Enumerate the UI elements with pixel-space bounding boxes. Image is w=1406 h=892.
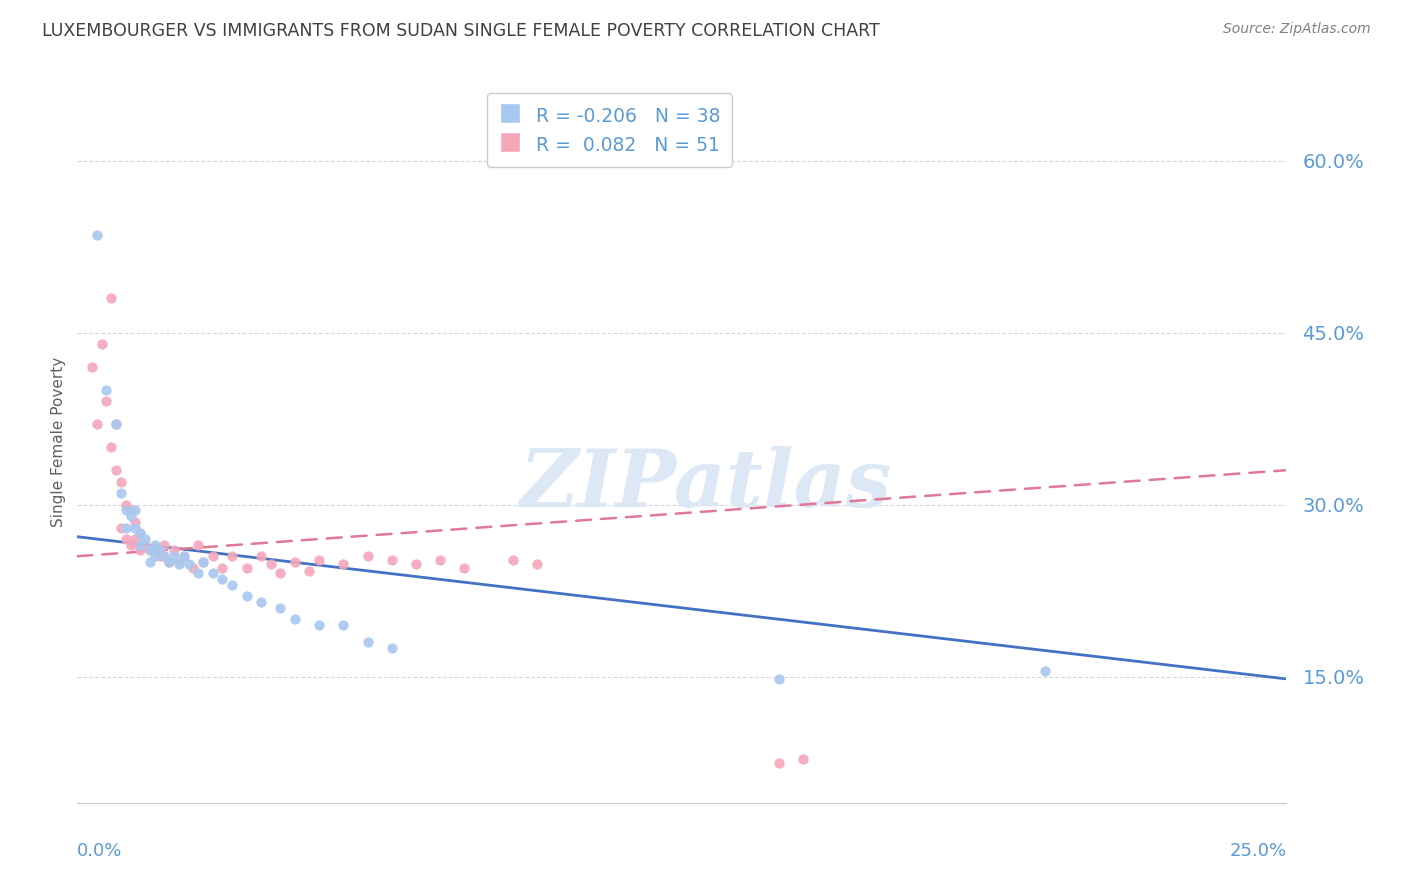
Point bbox=[298, 564, 321, 578]
Point bbox=[110, 520, 132, 534]
Point bbox=[139, 543, 162, 558]
Point bbox=[124, 503, 146, 517]
Point bbox=[114, 498, 136, 512]
Point bbox=[80, 359, 103, 374]
Text: 25.0%: 25.0% bbox=[1229, 842, 1286, 860]
Point bbox=[768, 756, 790, 770]
Point bbox=[356, 549, 378, 564]
Point bbox=[157, 555, 180, 569]
Point bbox=[173, 549, 195, 564]
Point bbox=[201, 549, 224, 564]
Point bbox=[134, 532, 156, 546]
Text: Source: ZipAtlas.com: Source: ZipAtlas.com bbox=[1223, 22, 1371, 37]
Point bbox=[187, 538, 209, 552]
Point bbox=[86, 228, 108, 243]
Point bbox=[768, 672, 790, 686]
Point bbox=[284, 555, 307, 569]
Point bbox=[201, 566, 224, 581]
Point bbox=[139, 543, 162, 558]
Text: 0.0%: 0.0% bbox=[77, 842, 122, 860]
Point bbox=[429, 552, 451, 566]
Point bbox=[96, 383, 118, 397]
Point bbox=[332, 618, 354, 632]
Point bbox=[120, 503, 142, 517]
Point bbox=[211, 572, 233, 586]
Point bbox=[124, 532, 146, 546]
Point bbox=[120, 509, 142, 524]
Point bbox=[187, 566, 209, 581]
Point bbox=[167, 558, 190, 572]
Point bbox=[124, 520, 146, 534]
Point bbox=[129, 543, 152, 558]
Point bbox=[191, 555, 214, 569]
Point bbox=[129, 538, 152, 552]
Point bbox=[96, 394, 118, 409]
Point bbox=[381, 640, 404, 655]
Point bbox=[100, 291, 122, 305]
Point bbox=[221, 549, 243, 564]
Point bbox=[148, 549, 170, 564]
Point bbox=[191, 555, 214, 569]
Point bbox=[177, 558, 200, 572]
Point bbox=[332, 558, 354, 572]
Y-axis label: Single Female Poverty: Single Female Poverty bbox=[51, 357, 66, 526]
Point bbox=[235, 560, 257, 574]
Point bbox=[405, 558, 427, 572]
Point bbox=[269, 600, 291, 615]
Point bbox=[143, 538, 166, 552]
Point bbox=[114, 520, 136, 534]
Point bbox=[120, 538, 142, 552]
Point bbox=[526, 558, 548, 572]
Point bbox=[143, 543, 166, 558]
Point bbox=[153, 538, 176, 552]
Point bbox=[1033, 664, 1056, 678]
Point bbox=[235, 590, 257, 604]
Text: ZIPatlas: ZIPatlas bbox=[520, 446, 893, 524]
Point bbox=[114, 503, 136, 517]
Point bbox=[502, 552, 524, 566]
Point bbox=[284, 612, 307, 626]
Point bbox=[86, 417, 108, 432]
Point bbox=[129, 526, 152, 541]
Point bbox=[143, 549, 166, 564]
Point bbox=[356, 635, 378, 649]
Point bbox=[100, 440, 122, 454]
Point bbox=[250, 595, 273, 609]
Point bbox=[129, 526, 152, 541]
Point bbox=[148, 543, 170, 558]
Point bbox=[110, 486, 132, 500]
Point bbox=[167, 555, 190, 569]
Point bbox=[173, 549, 195, 564]
Point bbox=[221, 578, 243, 592]
Point bbox=[110, 475, 132, 489]
Point bbox=[792, 752, 814, 766]
Point bbox=[157, 555, 180, 569]
Point bbox=[211, 560, 233, 574]
Point bbox=[183, 560, 205, 574]
Point bbox=[153, 549, 176, 564]
Point bbox=[105, 417, 128, 432]
Point bbox=[381, 552, 404, 566]
Point bbox=[163, 549, 186, 564]
Point bbox=[453, 560, 475, 574]
Text: LUXEMBOURGER VS IMMIGRANTS FROM SUDAN SINGLE FEMALE POVERTY CORRELATION CHART: LUXEMBOURGER VS IMMIGRANTS FROM SUDAN SI… bbox=[42, 22, 880, 40]
Point bbox=[250, 549, 273, 564]
Point bbox=[105, 417, 128, 432]
Point bbox=[105, 463, 128, 477]
Point bbox=[139, 555, 162, 569]
Point bbox=[163, 543, 186, 558]
Legend: R = -0.206   N = 38, R =  0.082   N = 51: R = -0.206 N = 38, R = 0.082 N = 51 bbox=[486, 94, 731, 167]
Point bbox=[134, 538, 156, 552]
Point bbox=[260, 558, 283, 572]
Point bbox=[153, 549, 176, 564]
Point bbox=[308, 552, 330, 566]
Point bbox=[114, 532, 136, 546]
Point bbox=[90, 337, 112, 351]
Point bbox=[269, 566, 291, 581]
Point bbox=[308, 618, 330, 632]
Point bbox=[124, 515, 146, 529]
